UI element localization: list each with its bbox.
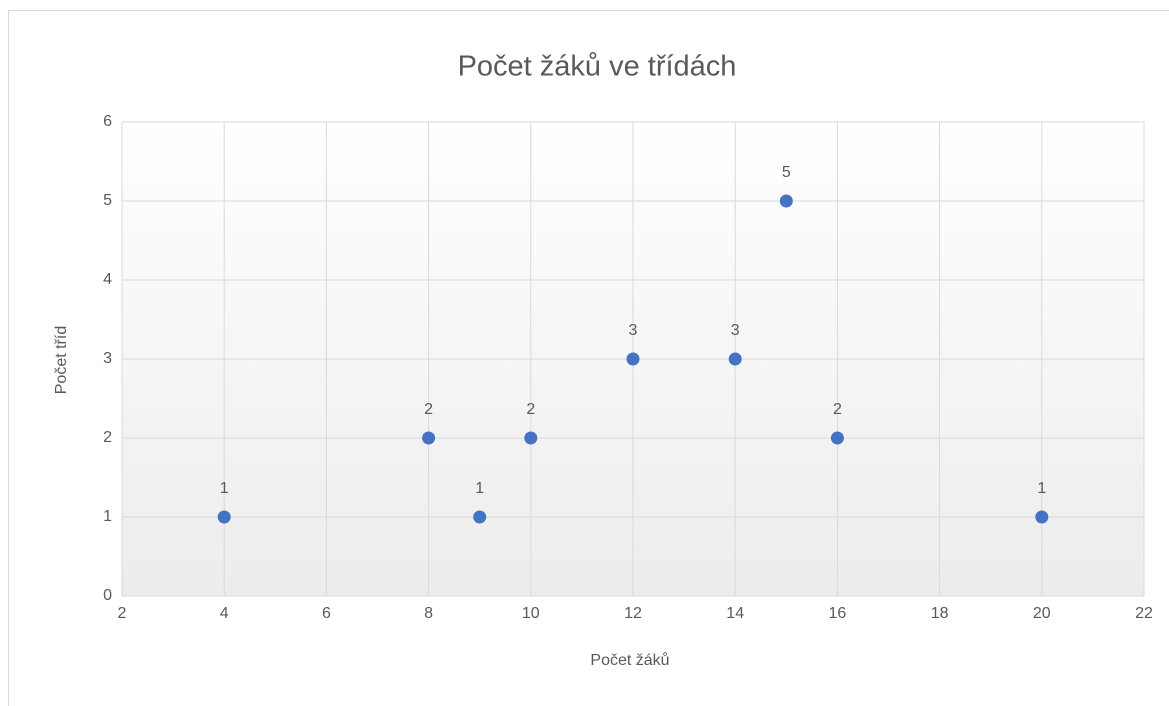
data-label: 5 <box>782 164 791 181</box>
y-axis-label: Počet tříd <box>53 326 70 394</box>
y-tick-label: 3 <box>103 350 112 367</box>
x-tick-label: 2 <box>118 605 127 622</box>
y-tick-label: 5 <box>103 192 112 209</box>
x-tick-label: 16 <box>829 605 847 622</box>
x-tick-label: 4 <box>220 605 229 622</box>
y-tick-label: 6 <box>103 113 112 130</box>
point <box>626 352 640 366</box>
x-tick-label: 8 <box>424 605 433 622</box>
data-label: 2 <box>424 401 433 418</box>
y-tick-label: 2 <box>103 429 112 446</box>
x-tick-label: 12 <box>624 605 642 622</box>
x-axis-label: Počet žáků <box>590 651 669 669</box>
data-label: 1 <box>475 480 484 497</box>
y-tick-label: 0 <box>103 587 112 604</box>
data-label: 3 <box>731 322 740 339</box>
x-tick-label: 10 <box>522 605 540 622</box>
point <box>473 510 487 524</box>
point <box>728 352 742 366</box>
chart-title: Počet žáků ve třídách <box>458 51 737 83</box>
point <box>779 194 793 208</box>
point <box>1035 510 1049 524</box>
y-tick-label: 1 <box>103 508 112 525</box>
data-label: 2 <box>526 401 535 418</box>
x-tick-label: 20 <box>1033 605 1051 622</box>
data-label: 1 <box>1037 480 1046 497</box>
point <box>422 431 436 445</box>
point <box>217 510 231 524</box>
x-tick-label: 18 <box>931 605 949 622</box>
point <box>524 431 538 445</box>
x-tick-label: 6 <box>322 605 331 622</box>
x-tick-label: 14 <box>726 605 744 622</box>
data-label: 1 <box>220 480 229 497</box>
y-tick-label: 4 <box>103 271 112 288</box>
data-label: 3 <box>629 322 638 339</box>
data-label: 2 <box>833 401 842 418</box>
point <box>830 431 844 445</box>
x-tick-label: 22 <box>1135 605 1153 622</box>
